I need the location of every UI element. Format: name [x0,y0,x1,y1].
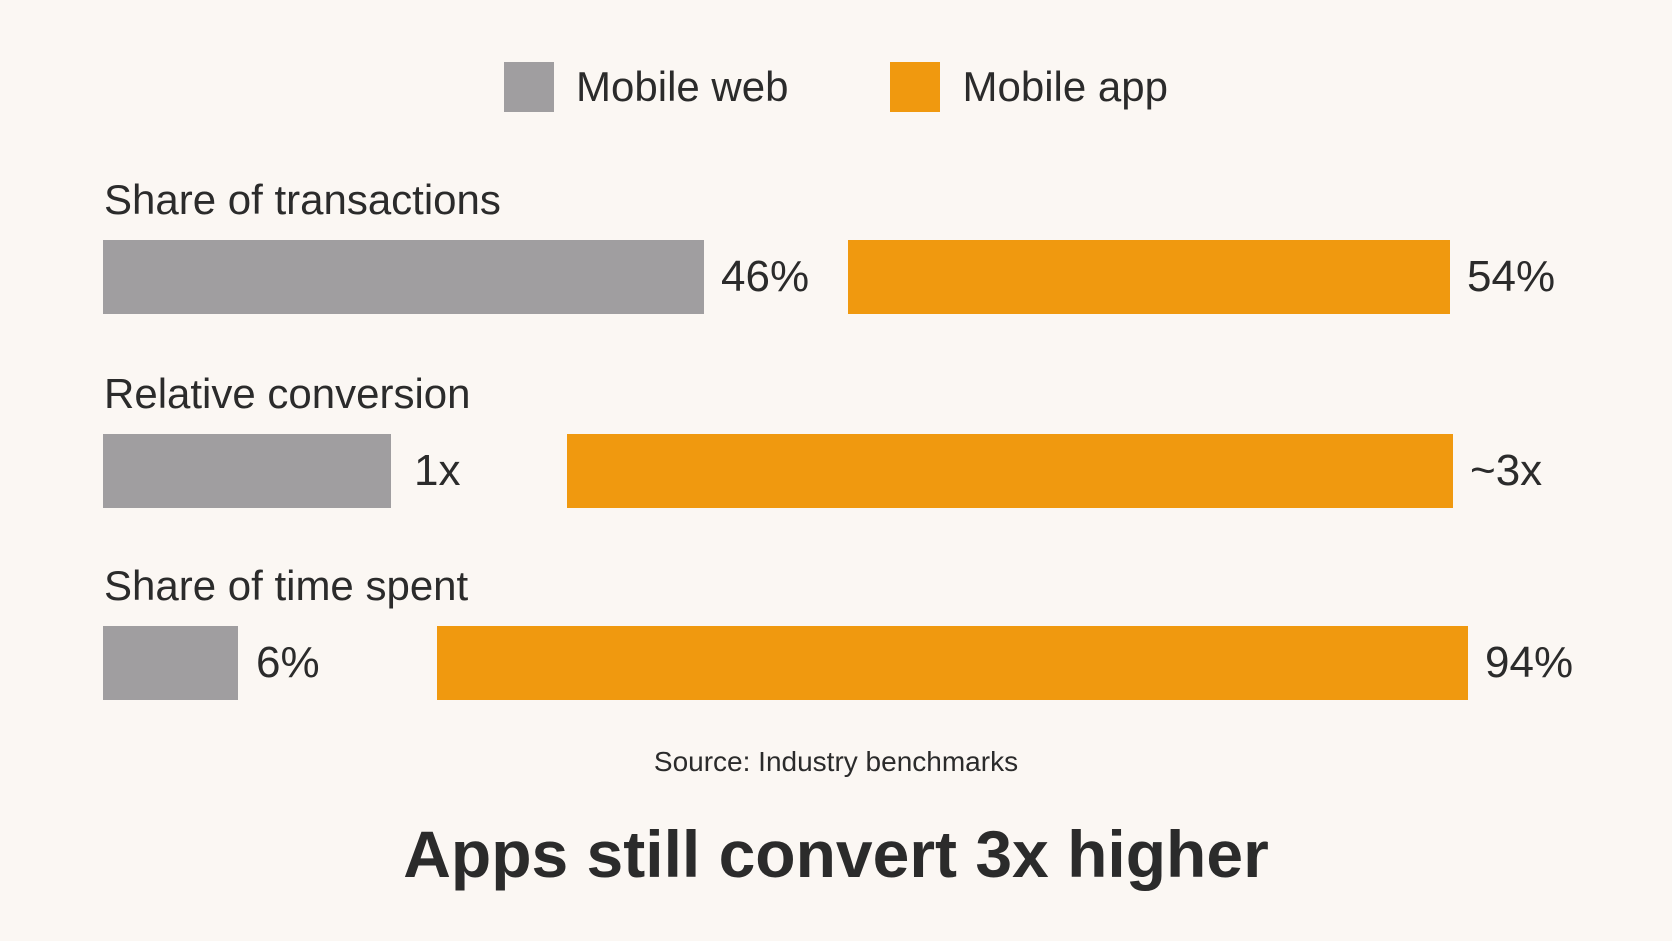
source-note: Source: Industry benchmarks [653,746,1019,777]
bar-share-of-transactions-mobile-app [848,240,1450,314]
legend-swatch-mobile-app [890,62,941,112]
bar-relative-conversion-mobile-app [567,434,1453,508]
legend-label-mobile-web: Mobile web [576,63,789,110]
legend-label-mobile-app: Mobile app [962,63,1168,110]
bar-relative-conversion-mobile-web [103,434,391,508]
group-label-relative-conversion: Relative conversion [104,370,471,417]
value-label-relative-conversion-mobile-app: ~3x [1470,446,1543,495]
value-label-share-of-time-spent-mobile-web: 6% [256,638,320,687]
value-label-share-of-transactions-mobile-web: 46% [721,252,810,301]
headline: Apps still convert 3x higher [403,817,1269,891]
bar-share-of-transactions-mobile-web [103,240,704,314]
legend-item-mobile-app: Mobile app [890,62,1168,112]
legend-swatch-mobile-web [504,62,555,112]
value-label-share-of-time-spent-mobile-app: 94% [1485,638,1574,687]
legend-item-mobile-web: Mobile web [504,62,788,112]
legend: Mobile web Mobile app [0,62,1672,112]
value-label-share-of-transactions-mobile-app: 54% [1467,252,1556,301]
group-label-share-of-transactions: Share of transactions [104,176,501,223]
group-label-share-of-time-spent: Share of time spent [104,562,469,609]
value-label-relative-conversion-mobile-web: 1x [414,446,461,495]
bar-share-of-time-spent-mobile-web [103,626,238,700]
bar-share-of-time-spent-mobile-app [437,626,1468,700]
